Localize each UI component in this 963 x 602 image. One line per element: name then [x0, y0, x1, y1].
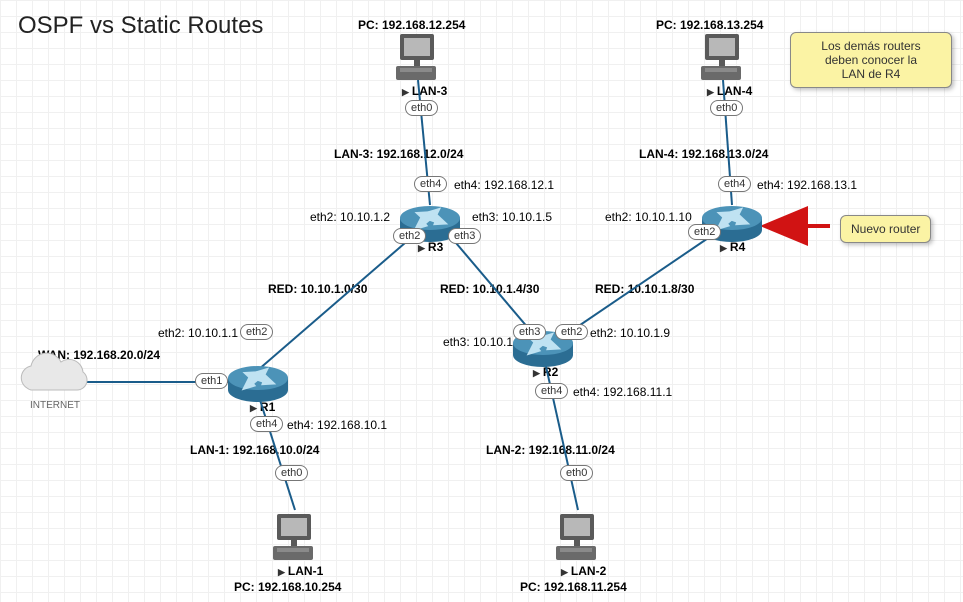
port-r2-eth2: eth2: [555, 324, 588, 340]
pc-lan3-icon: [396, 34, 436, 80]
port-lan4-eth0: eth0: [710, 100, 743, 116]
pc-lan2-icon: [556, 514, 596, 560]
port-r1-eth2: eth2: [240, 324, 273, 340]
pc-lan1-icon: [273, 514, 313, 560]
port-r3-eth2: eth2: [393, 228, 426, 244]
port-r2-eth4: eth4: [535, 383, 568, 399]
port-r1-eth1: eth1: [195, 373, 228, 389]
port-r2-eth3: eth3: [513, 324, 546, 340]
topology-svg: [0, 0, 963, 602]
callout-new-router: Nuevo router: [840, 215, 931, 243]
pc-lan4-icon: [701, 34, 741, 80]
port-lan1-eth0: eth0: [275, 465, 308, 481]
port-r3-eth3: eth3: [448, 228, 481, 244]
port-lan2-eth0: eth0: [560, 465, 593, 481]
router-r1-icon: [228, 363, 288, 402]
internet-cloud-icon: [21, 353, 87, 390]
port-r4-eth2: eth2: [688, 224, 721, 240]
port-r1-eth4: eth4: [250, 416, 283, 432]
port-r3-eth4: eth4: [414, 176, 447, 192]
callout-top-right: Los demás routersdeben conocer laLAN de …: [790, 32, 952, 88]
port-lan3-eth0: eth0: [405, 100, 438, 116]
port-r4-eth4: eth4: [718, 176, 751, 192]
